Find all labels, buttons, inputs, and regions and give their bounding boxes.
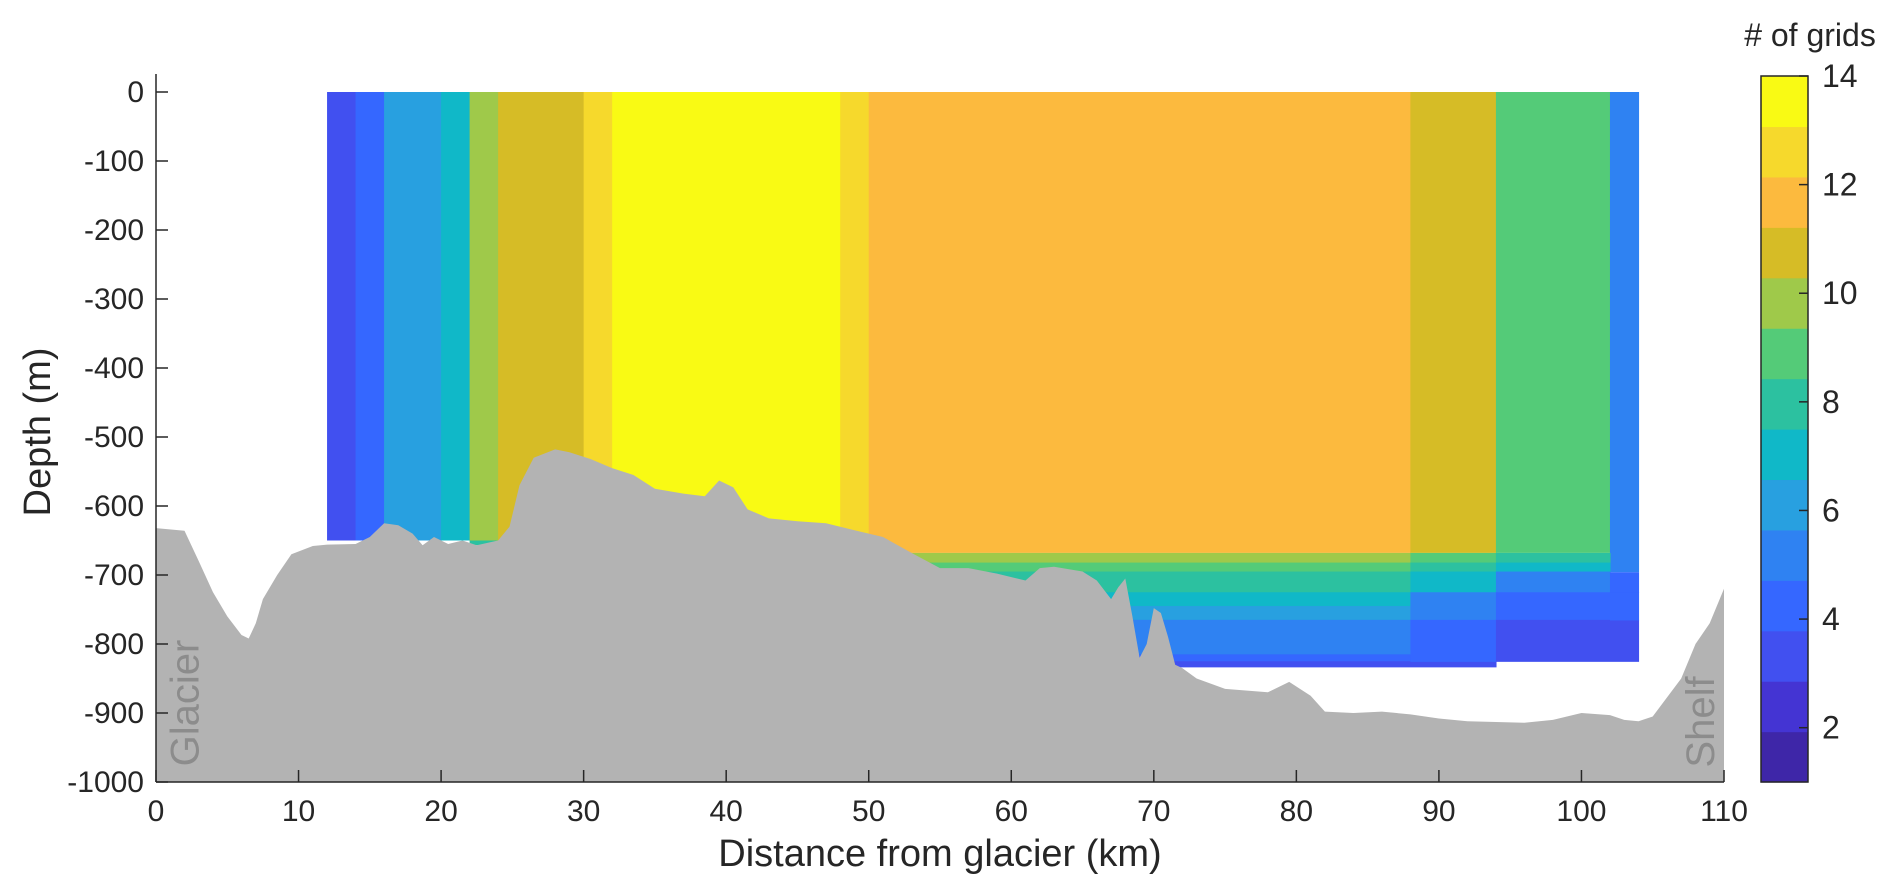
y-axis-label: Depth (m) (17, 348, 59, 517)
heatmap-band-18 (1495, 619, 1640, 662)
colorbar-cell-14 (1761, 76, 1808, 128)
colorbar-cell-11 (1761, 227, 1808, 279)
x-tick-label-70: 70 (1137, 795, 1170, 828)
y-tick-label-0: 0 (127, 76, 144, 109)
colorbar-tick-label-8: 8 (1822, 384, 1840, 420)
colorbar-cell-5 (1761, 529, 1808, 581)
heatmap-band-16 (1495, 571, 1611, 593)
heatmap-column-10 (1410, 92, 1497, 553)
heatmap-band-17 (1495, 592, 1611, 621)
colorbar-cell-7 (1761, 429, 1808, 481)
colorbar-cell-2 (1761, 681, 1808, 733)
annotations: Glacier Shelf (164, 640, 1723, 768)
colorbar-cell-8 (1761, 378, 1808, 430)
colorbar-tick-label-14: 14 (1822, 58, 1858, 94)
x-tick-label-110: 110 (1700, 795, 1748, 828)
colorbar-title: # of grids (1744, 17, 1876, 53)
shelf-annotation: Shelf (1679, 676, 1723, 768)
heatmap-column-2 (384, 92, 442, 541)
bathymetry-profile (156, 449, 1724, 782)
heatmap-column-4 (469, 92, 499, 541)
x-tick-label-40: 40 (709, 795, 742, 828)
heatmap-band-14 (1495, 552, 1611, 564)
y-ticks: 0 -100 -200 -300 -400 -500 -600 -700 -800 -900 -10… (67, 76, 168, 799)
heatmap-column-12 (1609, 92, 1640, 573)
y-tick-label--700: -700 (84, 559, 144, 592)
heatmap-column-1 (355, 92, 385, 541)
x-tick-label-90: 90 (1422, 795, 1455, 828)
colorbar-cell-9 (1761, 328, 1808, 380)
y-tick-label--600: -600 (84, 490, 144, 523)
colorbar-tick-label-12: 12 (1822, 167, 1858, 203)
x-tick-label-60: 60 (995, 795, 1028, 828)
glacier-annotation: Glacier (164, 640, 208, 767)
x-tick-label-10: 10 (282, 795, 315, 828)
heatmap-column-3 (441, 92, 471, 541)
heatmap-column-11 (1495, 92, 1611, 553)
y-tick-label--400: -400 (84, 352, 144, 385)
heatmap-band-10 (1410, 562, 1497, 573)
x-tick-label-80: 80 (1280, 795, 1313, 828)
colorbar-frame (1760, 75, 1809, 783)
heatmap-band-19 (1609, 572, 1640, 593)
colorbar-ticks: 2 4 6 8 10 12 14 (1799, 58, 1858, 746)
x-tick-label-100: 100 (1556, 795, 1606, 828)
colorbar-cell-1 (1761, 731, 1808, 783)
heatmap-columns (327, 92, 1640, 573)
heatmap-band-2 (868, 562, 1411, 573)
heatmap-column-9 (868, 92, 1411, 553)
x-tick-label-20: 20 (424, 795, 457, 828)
y-tick-label--1000: -1000 (67, 766, 144, 799)
colorbar-tick-label-10: 10 (1822, 275, 1858, 311)
colorbar: # of grids 2 4 6 8 10 12 14 (1744, 17, 1876, 783)
colorbar-cell-13 (1761, 126, 1808, 178)
heatmap-column-0 (327, 92, 357, 541)
y-tick-label--900: -900 (84, 697, 144, 730)
heatmap-band-9 (1410, 552, 1497, 564)
x-tick-label-30: 30 (567, 795, 600, 828)
colorbar-cells (1761, 76, 1808, 783)
y-tick-label--300: -300 (84, 283, 144, 316)
x-tick-label-0: 0 (148, 795, 165, 828)
y-tick-label--200: -200 (84, 214, 144, 247)
colorbar-cell-6 (1761, 479, 1808, 531)
y-tick-label--800: -800 (84, 628, 144, 661)
colorbar-tick-label-4: 4 (1822, 601, 1840, 637)
colorbar-cell-10 (1761, 277, 1808, 329)
heatmap-band-1 (868, 552, 1411, 564)
x-axis-label: Distance from glacier (km) (718, 833, 1161, 875)
heatmap-column-7 (612, 92, 841, 541)
heatmap-band-20 (1609, 592, 1640, 621)
heatmap-band-12 (1410, 592, 1497, 621)
y-tick-label--500: -500 (84, 421, 144, 454)
y-tick-label--100: -100 (84, 145, 144, 178)
heatmap-band-0 (469, 540, 499, 546)
heatmap-band-13 (1410, 619, 1497, 662)
colorbar-tick-label-6: 6 (1822, 492, 1840, 528)
heatmap-column-8 (840, 92, 870, 541)
heatmap-band-11 (1410, 571, 1497, 593)
heatmap-band-15 (1495, 562, 1611, 573)
colorbar-cell-4 (1761, 580, 1808, 632)
x-ticks: 0 10 20 30 40 50 60 70 80 90 100 110 (148, 770, 1748, 828)
x-tick-label-50: 50 (852, 795, 885, 828)
colorbar-cell-3 (1761, 630, 1808, 682)
colorbar-tick-label-2: 2 (1822, 710, 1840, 746)
heatmap-band-8 (868, 661, 1497, 668)
axes: 0 10 20 30 40 50 60 70 80 90 100 110 0 -100 -200 -300 -… (67, 74, 1748, 828)
